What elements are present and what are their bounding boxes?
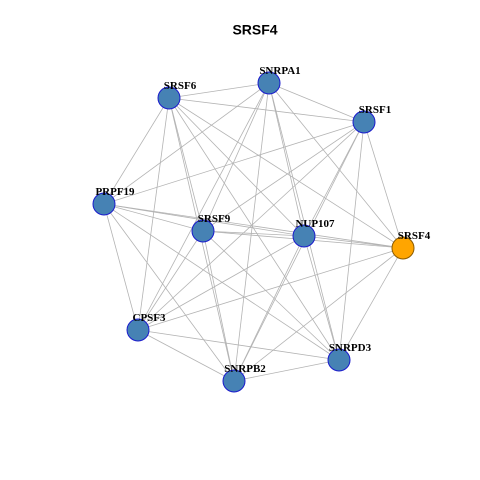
diagram-title: SRSF4 xyxy=(232,22,277,38)
node-label: SRSF6 xyxy=(164,80,197,92)
edge xyxy=(202,230,235,382)
edge xyxy=(168,97,365,123)
edge xyxy=(338,121,365,361)
edge xyxy=(137,247,404,331)
edge xyxy=(268,82,305,237)
edge xyxy=(103,203,404,249)
node-label: SNRPA1 xyxy=(259,65,300,77)
node-label: SRSF9 xyxy=(198,213,231,225)
edge xyxy=(303,235,404,249)
edge xyxy=(137,235,305,331)
edge xyxy=(233,247,404,382)
edges xyxy=(103,82,404,382)
node-label: SNRPD3 xyxy=(329,342,372,354)
edge xyxy=(233,235,305,382)
edge xyxy=(202,82,270,232)
edge xyxy=(202,230,340,361)
edge xyxy=(168,97,340,361)
edge xyxy=(303,121,365,237)
edge xyxy=(103,97,170,205)
edge xyxy=(103,203,235,382)
edge xyxy=(363,121,404,249)
edge xyxy=(103,203,139,331)
node xyxy=(352,110,376,134)
edge xyxy=(103,82,270,205)
edge xyxy=(168,97,305,237)
node xyxy=(222,369,246,393)
edge xyxy=(202,121,365,232)
node xyxy=(391,236,415,260)
edge xyxy=(137,329,235,382)
edge xyxy=(103,203,204,232)
edge xyxy=(137,329,340,361)
node xyxy=(126,318,150,342)
edge xyxy=(168,97,404,249)
edge xyxy=(268,82,340,361)
node xyxy=(292,224,316,248)
edge xyxy=(268,82,365,123)
edge xyxy=(268,82,404,249)
node xyxy=(92,192,116,216)
edge xyxy=(103,121,365,205)
edge xyxy=(137,230,204,331)
edge xyxy=(168,97,204,232)
edge xyxy=(137,97,170,331)
node-label: SRSF4 xyxy=(398,230,431,242)
node-label: SRSF1 xyxy=(359,104,391,116)
edge xyxy=(338,247,404,361)
node xyxy=(157,86,181,110)
node-label: SNRPB2 xyxy=(224,363,266,375)
node-label: NUP107 xyxy=(295,218,335,230)
node xyxy=(257,71,281,95)
node-label: CPSF3 xyxy=(133,312,167,324)
edge xyxy=(233,121,365,382)
node xyxy=(191,219,215,243)
edge xyxy=(137,82,270,331)
node xyxy=(327,348,351,372)
edge xyxy=(303,235,340,361)
edge xyxy=(168,82,270,99)
edge xyxy=(233,359,340,382)
nodes: SRSF6 SNRPA1 SRSF1 PRPF19 SRSF9 NUP107 SRSF4 CP… xyxy=(92,65,431,393)
edge xyxy=(233,82,270,382)
edge xyxy=(103,203,340,361)
edge xyxy=(202,230,305,237)
node-label: PRPF19 xyxy=(95,186,135,198)
